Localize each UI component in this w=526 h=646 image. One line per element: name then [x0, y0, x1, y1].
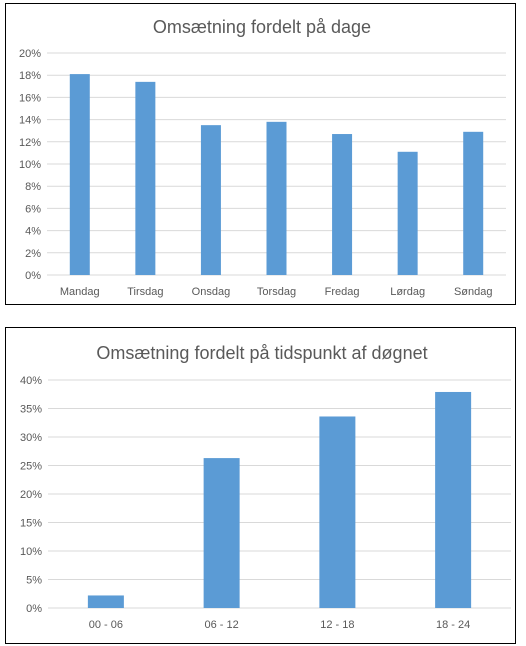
bar — [203, 458, 240, 608]
x-tick-label: 12 - 18 — [320, 619, 354, 631]
chart-days-y-ticks: 0% 2% 4% 6% 8% 10% 12% 14% 16% 18% 20% — [19, 48, 41, 282]
bar — [266, 121, 287, 275]
y-tick-label: 20% — [19, 48, 41, 60]
y-tick-label: 8% — [25, 181, 41, 193]
y-tick-label: 35% — [20, 404, 42, 416]
y-tick-label: 12% — [19, 137, 41, 149]
x-tick-label: Søndag — [454, 286, 493, 298]
x-tick-label: Torsdag — [257, 286, 296, 298]
chart-time: Omsætning fordelt på tidspunkt af døgnet… — [20, 343, 511, 631]
y-tick-label: 10% — [20, 546, 42, 558]
y-tick-label: 6% — [25, 203, 41, 215]
chart-time-x-labels: 00 - 06 06 - 12 12 - 18 18 - 24 — [89, 619, 471, 631]
x-tick-label: Onsdag — [192, 286, 231, 298]
bar — [397, 151, 418, 275]
chart-time-title: Omsætning fordelt på tidspunkt af døgnet — [96, 343, 427, 363]
y-tick-label: 40% — [20, 375, 42, 387]
x-tick-label: 06 - 12 — [205, 619, 239, 631]
chart-time-bars — [87, 391, 472, 608]
chart-days-panel: Omsætning fordelt på dage 0% 2% 4% 6% 8% 10% 1… — [5, 3, 516, 305]
chart-days-bars — [69, 74, 484, 276]
y-tick-label: 25% — [20, 461, 42, 473]
chart-time-panel: Omsætning fordelt på tidspunkt af døgnet… — [5, 327, 516, 644]
y-tick-label: 5% — [26, 575, 42, 587]
y-tick-label: 4% — [25, 226, 41, 238]
x-tick-label: Lørdag — [390, 286, 425, 298]
y-tick-label: 14% — [19, 115, 41, 127]
chart-time-y-ticks: 0% 5% 10% 15% 20% 25% 30% 35% 40% — [20, 375, 42, 615]
y-tick-label: 20% — [20, 489, 42, 501]
y-tick-label: 30% — [20, 432, 42, 444]
y-tick-label: 2% — [25, 248, 41, 260]
chart-days-title: Omsætning fordelt på dage — [153, 17, 371, 37]
bar — [463, 131, 484, 275]
y-tick-label: 10% — [19, 159, 41, 171]
bar — [69, 74, 90, 275]
x-tick-label: Tirsdag — [127, 286, 163, 298]
bar — [200, 125, 221, 276]
x-tick-label: Mandag — [60, 286, 100, 298]
bar — [87, 595, 124, 608]
bar — [319, 416, 356, 608]
chart-time-gridlines — [48, 379, 511, 609]
bar — [135, 81, 156, 275]
x-tick-label: 00 - 06 — [89, 619, 123, 631]
y-tick-label: 18% — [19, 70, 41, 82]
y-tick-label: 0% — [25, 270, 41, 282]
y-tick-label: 15% — [20, 518, 42, 530]
bar — [332, 134, 353, 275]
chart-days-x-labels: Mandag Tirsdag Onsdag Torsdag Fredag Lørdag Sø… — [60, 286, 493, 298]
chart-days: Omsætning fordelt på dage 0% 2% 4% 6% 8% 10% 1… — [19, 17, 506, 298]
y-tick-label: 0% — [26, 603, 42, 615]
bar — [435, 391, 472, 608]
y-tick-label: 16% — [19, 92, 41, 104]
x-tick-label: 18 - 24 — [436, 619, 470, 631]
x-tick-label: Fredag — [325, 286, 360, 298]
